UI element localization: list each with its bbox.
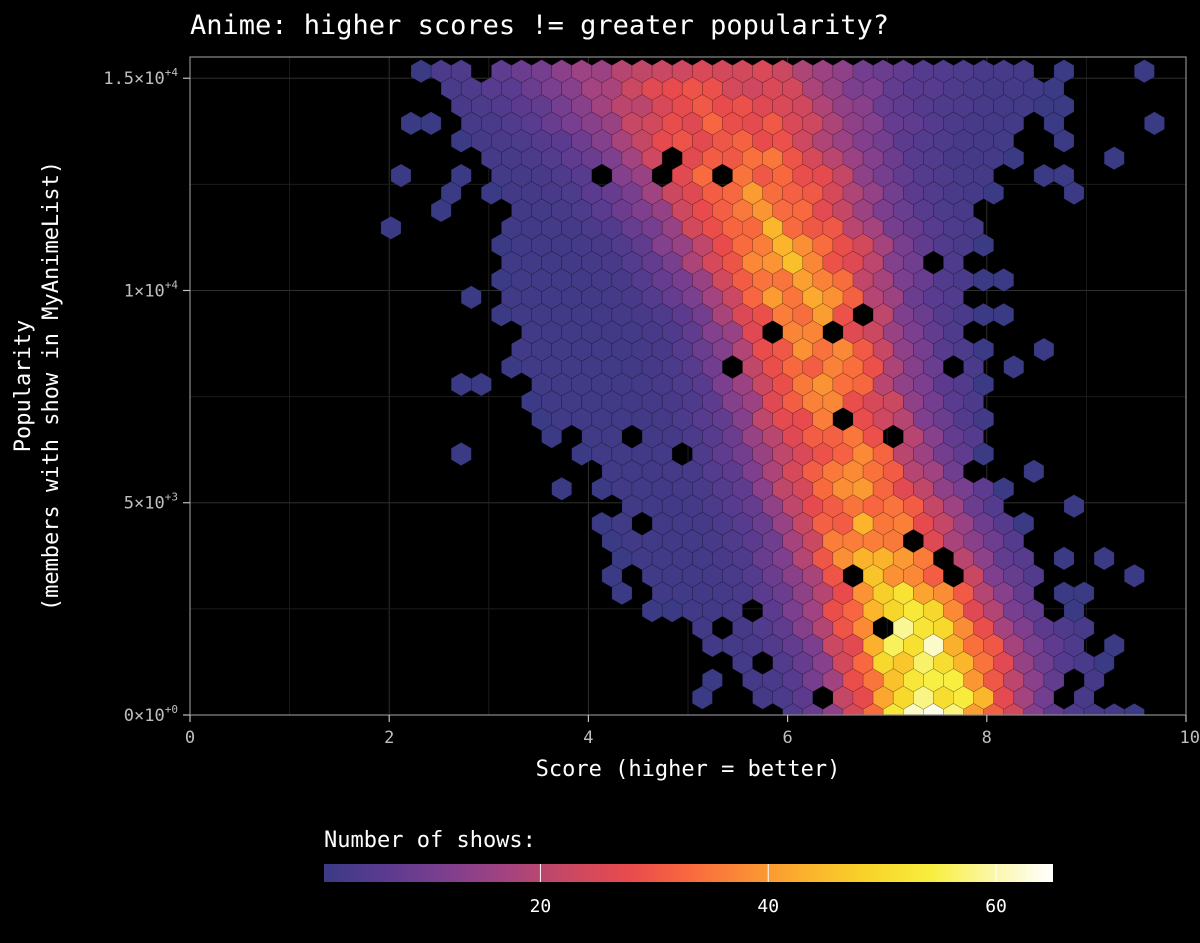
x-tick-label: 6	[782, 728, 792, 748]
hex-cell	[701, 668, 723, 693]
hex-cell	[993, 476, 1015, 501]
hex-cell	[551, 476, 573, 501]
hex-cell	[993, 268, 1015, 292]
y-tick-label: 1.5×10+4	[103, 66, 178, 89]
x-tick-label: 0	[185, 728, 195, 748]
colorbar-tick-label: 60	[985, 896, 1007, 917]
x-tick-label: 4	[583, 728, 593, 748]
hex-cell	[1093, 546, 1115, 571]
hex-cell	[410, 59, 432, 84]
hex-cell	[1103, 703, 1125, 715]
hex-cell	[420, 111, 442, 136]
y-axis-ticks: 0×10+0 5×10+3 1×10+4 1.5×10+4	[103, 66, 190, 726]
hex-cell	[450, 59, 472, 84]
legend-title: Number of shows:	[324, 828, 536, 853]
hex-cell	[450, 163, 472, 188]
hex-cell	[973, 268, 995, 292]
hex-cell	[400, 111, 422, 136]
x-axis-title: Score (higher = better)	[536, 757, 841, 782]
hex-cell	[1053, 163, 1075, 188]
hex-cell	[1013, 511, 1035, 536]
hex-cell	[1073, 581, 1095, 606]
hex-cell	[973, 337, 995, 362]
hex-cell	[1023, 459, 1045, 484]
hex-cell	[450, 442, 472, 466]
hex-cell	[1013, 59, 1035, 84]
hex-cell	[450, 372, 472, 397]
y-tick-label: 5×10+3	[124, 491, 178, 514]
colorbar-tick-label: 20	[530, 896, 552, 917]
x-tick-label: 8	[982, 728, 992, 748]
plot-frame	[189, 56, 1187, 716]
hex-cell	[1144, 111, 1165, 136]
hex-cell	[1033, 337, 1055, 362]
colorbar-ticks: 20 40 60	[530, 864, 1007, 917]
hex-cell	[1053, 546, 1075, 571]
hex-cell	[1124, 563, 1145, 588]
colorbar-tick-label: 40	[757, 896, 779, 917]
hex-cell	[1063, 494, 1085, 519]
x-axis-ticks: 0 2 4 6 8 10	[185, 715, 1200, 748]
y-axis-title-line1: Popularity	[11, 320, 36, 452]
y-axis-title: Popularity (members with show in MyAnime…	[11, 161, 64, 611]
colorbar	[324, 864, 1053, 882]
y-tick-label: 0×10+0	[124, 703, 178, 726]
hex-cell	[1103, 633, 1125, 658]
hex-cell	[1124, 703, 1145, 715]
hex-cell	[1033, 163, 1055, 188]
hex-cell	[1003, 355, 1025, 379]
x-tick-label: 2	[384, 728, 394, 748]
hex-cell	[390, 163, 412, 188]
chart-title: Anime: higher scores != greater populari…	[190, 10, 889, 41]
hex-cell	[993, 302, 1015, 327]
y-axis-title-line2: (members with show in MyAnimeList)	[39, 161, 64, 611]
hex-cell	[1103, 146, 1125, 171]
hex-cell	[1053, 59, 1075, 84]
hexbin-cells	[380, 59, 1165, 715]
hex-cell	[380, 215, 402, 240]
hex-cell	[1134, 59, 1155, 84]
y-tick-label: 1×10+4	[124, 278, 179, 301]
hex-cell	[470, 372, 492, 397]
hex-cell	[460, 285, 482, 310]
x-tick-label: 10	[1180, 728, 1200, 748]
hex-cell	[973, 302, 995, 327]
